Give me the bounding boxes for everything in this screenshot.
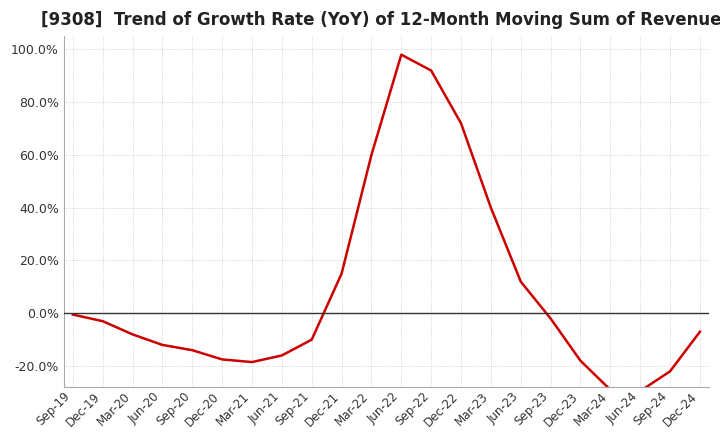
Title: [9308]  Trend of Growth Rate (YoY) of 12-Month Moving Sum of Revenues: [9308] Trend of Growth Rate (YoY) of 12-… bbox=[41, 11, 720, 29]
